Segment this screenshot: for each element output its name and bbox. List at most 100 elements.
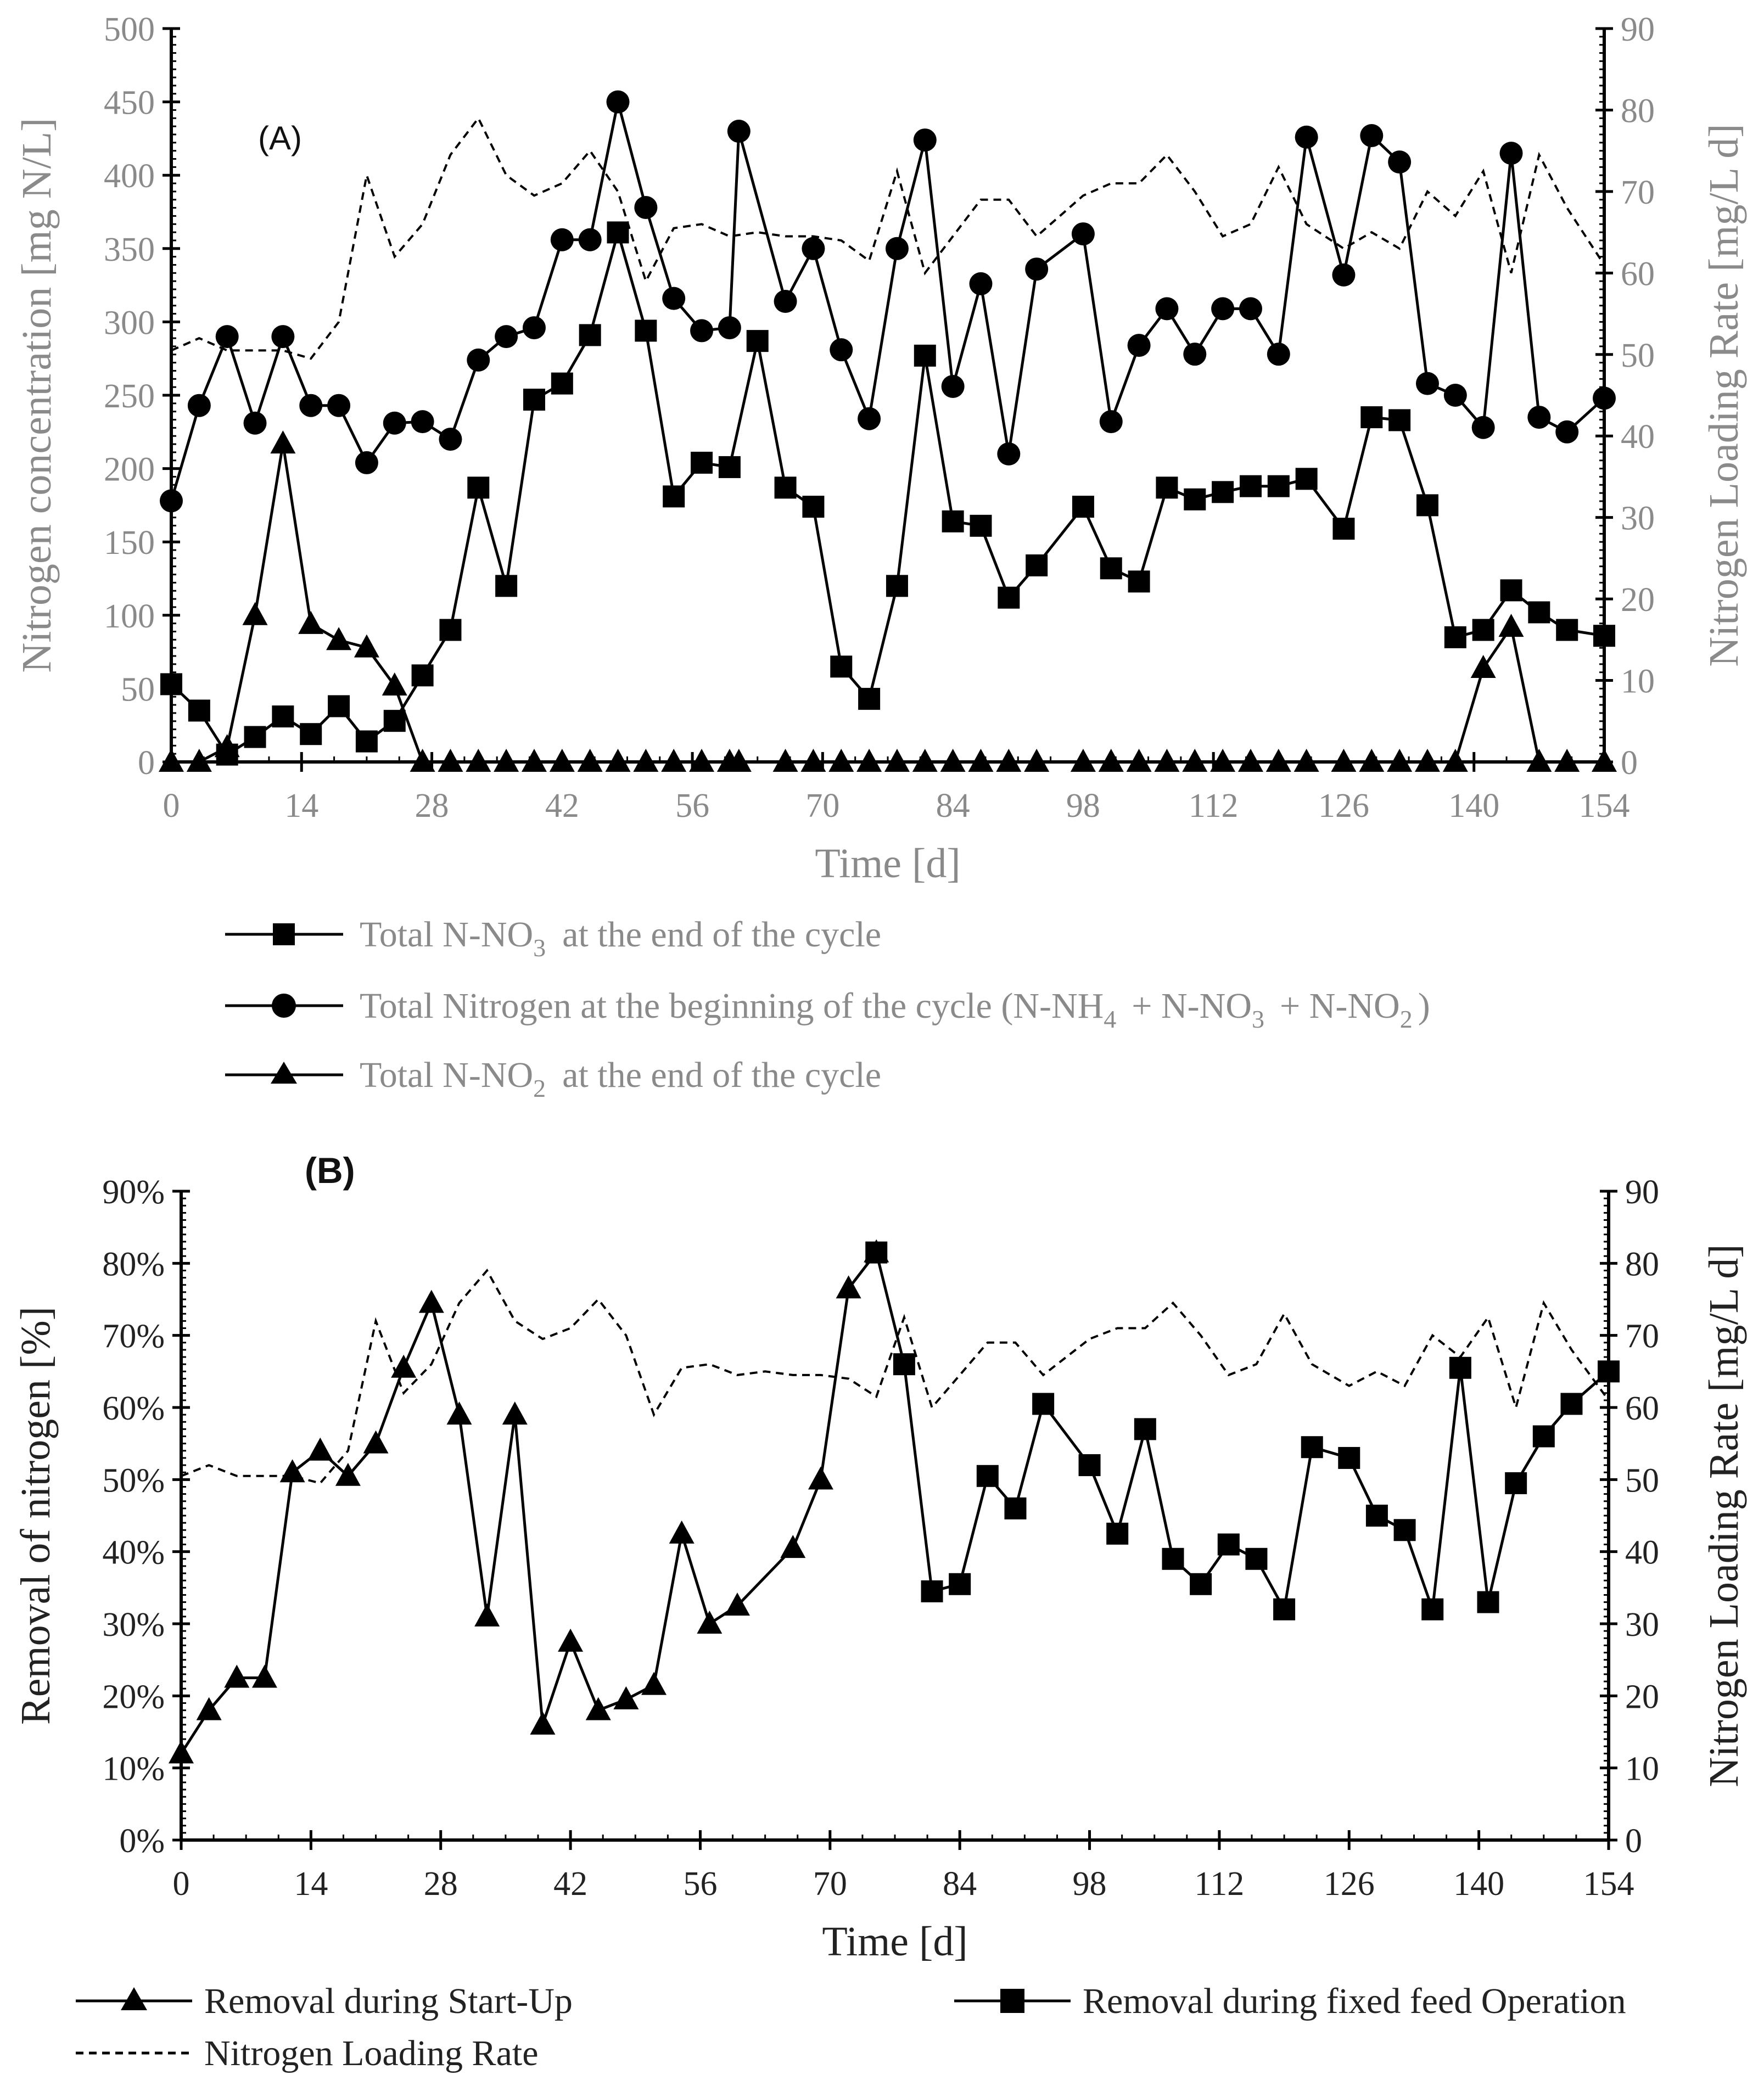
- panel-a-series-2-point: [1526, 749, 1552, 772]
- panel-a-series-2-point: [772, 749, 798, 772]
- panel-a-right-tick-label: 70: [1621, 174, 1655, 211]
- panel-a-series-1-point: [467, 348, 490, 372]
- panel-b-right-tick-label: 70: [1625, 1318, 1659, 1355]
- panel-a-series-1-point: [1099, 410, 1123, 434]
- panel-a-series-2-point: [214, 734, 240, 758]
- panel-a-series-2-point: [326, 627, 352, 650]
- panel-a-series-1-point: [1527, 406, 1551, 429]
- panel-b-x-tick-label: 56: [683, 1865, 717, 1903]
- panel-b-left-tick-label: 0%: [119, 1822, 165, 1860]
- panel-a-series-0-point: [523, 389, 545, 411]
- panel-a-series-0-point: [1416, 494, 1438, 517]
- panel-b-x-tick-label: 84: [943, 1865, 977, 1903]
- panel-a-series-0-point: [1472, 619, 1494, 641]
- panel-a-series-2-point: [354, 634, 379, 658]
- panel-b-right-tick-label: 10: [1625, 1751, 1659, 1788]
- panel-b-left-tick-label: 60%: [102, 1390, 165, 1427]
- panel-a-series-0-point: [691, 451, 713, 474]
- panel-b-series-0-point: [669, 1520, 695, 1544]
- panel-b-series-1-point: [1134, 1418, 1156, 1440]
- panel-b-series-1-point: [1106, 1522, 1129, 1545]
- panel-a-series-1-point: [913, 128, 937, 152]
- panel-a-series-2-point: [884, 749, 910, 772]
- panel-b-x-tick-label: 70: [813, 1865, 847, 1903]
- panel-a-series-1-point: [495, 325, 518, 349]
- panel-a-right-tick-label: 90: [1621, 11, 1655, 48]
- panel-b-series-0-point: [363, 1430, 389, 1454]
- panel-a-x-tick-label: 126: [1318, 787, 1369, 825]
- panel-a-series-1-point: [1555, 420, 1579, 444]
- panel-a-series-0-point: [244, 726, 266, 748]
- panel-a-series-1-point: [1267, 343, 1290, 366]
- panel-a-series-0-point: [1072, 496, 1094, 518]
- panel-a-series-2-point: [577, 749, 603, 772]
- panel-a-series-1-point: [634, 195, 658, 219]
- panel-a-series-1-point: [1360, 124, 1384, 148]
- panel-a-series-1-point: [578, 228, 602, 251]
- panel-a-series-1-point: [662, 287, 686, 310]
- panel-b-x-tick-label: 14: [294, 1865, 328, 1903]
- panel-a-series-2-point: [605, 749, 631, 772]
- panel-a-series-2-point: [1470, 654, 1496, 678]
- panel-b-series-0-point: [224, 1664, 250, 1688]
- panel-a-series-0-point: [551, 372, 573, 395]
- panel-b-series-0-point: [613, 1686, 639, 1709]
- legend-a-label-total: Total Nitrogen at the beginning of the c…: [360, 986, 1430, 1033]
- panel-a-series-1-point: [1388, 150, 1412, 174]
- panel-a-series-2-point: [726, 749, 752, 772]
- panel-b-series-1-point: [1421, 1598, 1444, 1620]
- panel-a-series-0-point: [383, 710, 406, 732]
- panel-a-series-0-point: [635, 319, 657, 342]
- panel-a-x-tick-label: 98: [1066, 787, 1100, 825]
- panel-a-series-1-point: [1593, 386, 1616, 410]
- panel-b-series-0-point: [836, 1275, 861, 1299]
- panel-a-series-2-point: [689, 749, 715, 772]
- panel-a-series-1-point: [997, 442, 1021, 466]
- panel-a-series-2-point: [466, 749, 491, 772]
- panel-a-left-tick-label: 0: [138, 744, 155, 782]
- panel-b-series-1-point: [921, 1580, 943, 1602]
- panel-b-series-1-point: [1004, 1497, 1027, 1519]
- panel-a-right-tick-label: 20: [1621, 581, 1655, 619]
- panel-a-series-0-point: [188, 699, 210, 722]
- panel-b-series-0-point: [530, 1711, 556, 1735]
- panel-b-series-0-point: [307, 1437, 333, 1461]
- panel-a-series-0-point: [355, 730, 378, 753]
- panel-b-series-0-point: [196, 1697, 222, 1720]
- panel-a-x-tick-label: 154: [1579, 787, 1630, 825]
- panel-a-series-0-point: [411, 664, 434, 687]
- panel-a-series-2-point: [549, 749, 575, 772]
- panel-a-left-tick-label: 450: [104, 85, 155, 122]
- panel-a-series-0-point: [1360, 406, 1383, 429]
- panel-a-right-tick-label: 0: [1621, 744, 1638, 782]
- panel-a-series-2-point: [1414, 749, 1440, 772]
- panel-b-series-0-point: [391, 1354, 417, 1378]
- panel-a-right-tick-label: 40: [1621, 418, 1655, 456]
- panel-b-right-tick-label: 20: [1625, 1678, 1659, 1715]
- panel-b-label: (B): [305, 1150, 355, 1191]
- panel-a-series-2-point: [1498, 614, 1524, 637]
- panel-a-x-tick-label: 112: [1189, 787, 1239, 825]
- panel-b-series-1-point: [1598, 1360, 1620, 1383]
- panel-a-series-2-point: [1554, 749, 1580, 772]
- panel-a-series-1-point: [1239, 297, 1262, 321]
- panel-a-series-1-point: [1127, 334, 1151, 357]
- panel-a-series-0-point: [1026, 554, 1048, 576]
- panel-a-series-0-point: [160, 673, 182, 696]
- panel-a-series-2-point: [1359, 749, 1385, 772]
- panel-a-series-2-point: [494, 749, 519, 772]
- panel-b-series-0-point: [335, 1462, 361, 1486]
- panel-a-series-0-point: [1295, 468, 1318, 490]
- panel-a-series-0-point: [942, 510, 964, 532]
- panel-a-series-2-point: [1154, 749, 1180, 772]
- panel-a-series-1-point: [1332, 263, 1356, 287]
- panel-b-series-0-point: [474, 1603, 500, 1627]
- panel-a-x-tick-label: 42: [545, 787, 579, 825]
- panel-a-series-0-point: [495, 575, 518, 597]
- panel-a-series-1-point: [271, 325, 295, 349]
- panel-b-series-1-point: [1217, 1533, 1240, 1556]
- panel-a-series-1-point: [187, 394, 211, 417]
- panel-a-series-1-point: [774, 289, 797, 313]
- panel-a-right-tick-label: 10: [1621, 663, 1655, 700]
